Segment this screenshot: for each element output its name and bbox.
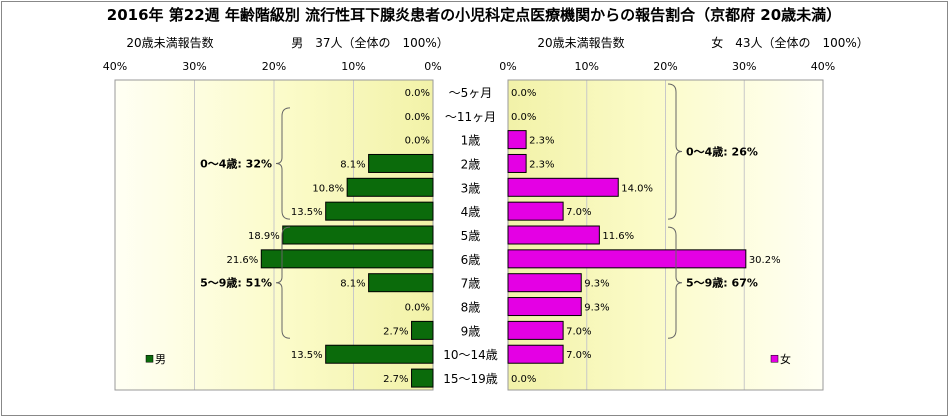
male-tick-label: 40% xyxy=(103,60,127,73)
male-tick-label: 20% xyxy=(262,60,286,73)
male-data-label: 10.8% xyxy=(312,183,344,194)
female-bar xyxy=(507,225,600,245)
category-label: 3歳 xyxy=(461,181,481,195)
male-bar xyxy=(411,368,434,388)
male-bar xyxy=(411,320,434,340)
female-subtitle-label: 20歳未満報告数 xyxy=(537,35,624,50)
category-label: 4歳 xyxy=(461,205,481,219)
category-label: 2歳 xyxy=(461,157,481,171)
female-tick-label: 30% xyxy=(732,60,756,73)
category-label: 9歳 xyxy=(461,324,481,338)
female-group-label: 5～9歳: 67% xyxy=(686,276,758,290)
male-data-label: 8.1% xyxy=(340,279,365,290)
female-tick-label: 20% xyxy=(653,60,677,73)
male-data-label: 8.1% xyxy=(340,159,365,170)
male-bar xyxy=(260,249,434,269)
female-data-label: 7.0% xyxy=(566,207,591,218)
male-data-label: 18.9% xyxy=(248,231,280,242)
male-group-bracket xyxy=(275,107,291,220)
category-label: 7歳 xyxy=(461,277,481,291)
female-legend-label: 女 xyxy=(780,352,791,366)
female-bar xyxy=(507,320,564,340)
female-data-label: 30.2% xyxy=(749,255,781,266)
category-label: 5歳 xyxy=(461,229,481,243)
female-bar xyxy=(507,344,564,364)
female-group-bracket xyxy=(667,226,683,339)
female-data-label: 0.0% xyxy=(511,374,536,385)
female-data-label: 2.3% xyxy=(529,159,554,170)
female-data-label: 0.0% xyxy=(511,112,536,123)
category-label: 10～14歳 xyxy=(443,348,498,362)
male-tick-label: 0% xyxy=(424,60,441,73)
female-bar xyxy=(507,177,619,197)
male-group-label: 0～4歳: 32% xyxy=(200,156,272,170)
female-data-label: 2.3% xyxy=(529,136,554,147)
female-bar xyxy=(507,297,582,317)
male-tick-label: 30% xyxy=(182,60,206,73)
female-group-label: 0～4歳: 26% xyxy=(686,145,758,159)
female-group-bracket xyxy=(667,83,683,220)
female-tick-label: 0% xyxy=(499,60,516,73)
female-tick-label: 40% xyxy=(811,60,835,73)
male-data-label: 2.7% xyxy=(383,326,408,337)
male-data-label: 2.7% xyxy=(383,374,408,385)
male-bar xyxy=(368,153,434,173)
category-label: ～11ヶ月 xyxy=(445,110,496,124)
female-tick-label: 10% xyxy=(575,60,599,73)
category-label: 1歳 xyxy=(461,134,481,148)
male-data-label: 21.6% xyxy=(226,255,258,266)
female-data-label: 9.3% xyxy=(584,303,609,314)
male-bar xyxy=(282,225,434,245)
chart-title: 2016年 第22週 年齢階級別 流行性耳下腺炎患者の小児科定点医療機関からの報… xyxy=(107,6,841,24)
male-tick-label: 10% xyxy=(341,60,365,73)
male-data-label: 0.0% xyxy=(405,136,430,147)
female-legend-swatch xyxy=(770,354,779,363)
male-data-label: 0.0% xyxy=(405,303,430,314)
male-data-label: 13.5% xyxy=(291,207,323,218)
female-subtitle-count: 女 43人（全体の 100%） xyxy=(711,35,869,50)
male-bar xyxy=(346,177,434,197)
female-data-label: 7.0% xyxy=(566,350,591,361)
male-subtitle-label: 20歳未満報告数 xyxy=(126,35,213,50)
male-group-label: 5～9歳: 51% xyxy=(200,276,272,290)
male-bar xyxy=(325,201,434,221)
male-group-bracket xyxy=(275,226,291,339)
male-data-label: 0.0% xyxy=(405,88,430,99)
category-label: 6歳 xyxy=(461,253,481,267)
male-legend-label: 男 xyxy=(155,353,166,366)
category-label: 8歳 xyxy=(461,301,481,315)
female-bar xyxy=(507,153,527,173)
female-bar xyxy=(507,249,747,269)
female-data-label: 11.6% xyxy=(602,231,634,242)
male-bar xyxy=(368,273,434,293)
female-data-label: 9.3% xyxy=(584,279,609,290)
female-bar xyxy=(507,201,564,221)
female-data-label: 14.0% xyxy=(621,183,653,194)
plot-area: 0% 0% 10% 10% 20% 20% 30% 30% 40% 40% 0.0% 0.0% ～5ヶ月… xyxy=(103,60,835,391)
category-label: ～5ヶ月 xyxy=(449,86,493,100)
male-legend-swatch xyxy=(145,354,154,363)
female-bar xyxy=(507,273,582,293)
female-bar xyxy=(507,130,527,150)
female-data-label: 0.0% xyxy=(511,88,536,99)
category-label: 15～19歳 xyxy=(443,372,498,386)
male-subtitle-count: 男 37人（全体の 100%） xyxy=(291,35,449,50)
male-data-label: 13.5% xyxy=(291,350,323,361)
male-data-label: 0.0% xyxy=(405,112,430,123)
male-bar xyxy=(325,344,434,364)
female-data-label: 7.0% xyxy=(566,326,591,337)
